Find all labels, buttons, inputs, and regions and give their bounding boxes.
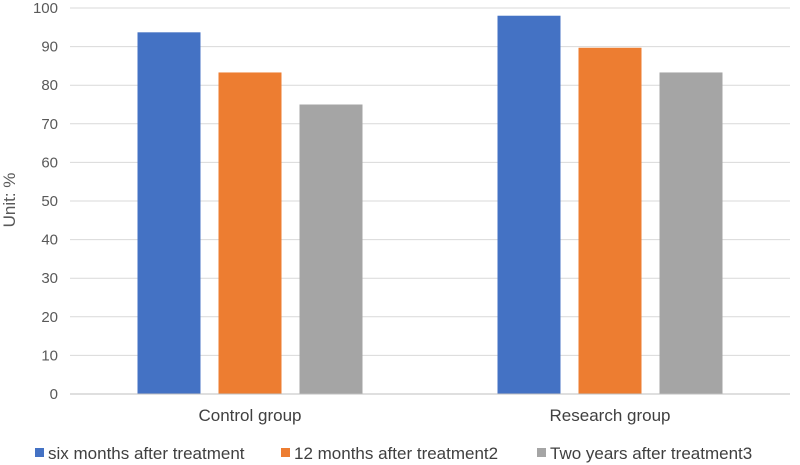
- y-tick-label: 70: [41, 116, 58, 133]
- y-tick-labels: 0 10 20 30 40 50 60 70 80 90 100: [33, 0, 58, 403]
- y-tick-label: 20: [41, 309, 58, 326]
- y-tick-label: 10: [41, 347, 58, 364]
- y-tick-label: 30: [41, 270, 58, 287]
- legend-swatch: [537, 448, 546, 457]
- legend-swatch: [35, 448, 44, 457]
- bar-1-2: [497, 15, 561, 394]
- category-label: Research group: [550, 406, 671, 425]
- category-label: Control group: [198, 406, 301, 425]
- bar-2-2: [578, 47, 642, 395]
- legend-entry: 12 months after treatment2: [294, 444, 498, 463]
- legend-swatch: [281, 448, 290, 457]
- bar-3-1: [299, 104, 363, 394]
- bar-1-1: [137, 32, 201, 395]
- y-axis-label: Unit: %: [0, 173, 19, 228]
- y-tick-label: 0: [50, 386, 58, 403]
- y-tick-label: 60: [41, 154, 58, 171]
- bars: [137, 15, 723, 395]
- bar-3-2: [659, 72, 723, 394]
- y-tick-label: 40: [41, 232, 58, 249]
- category-labels: Control group Research group: [198, 406, 670, 425]
- y-tick-label: 100: [33, 0, 58, 17]
- legend-entry: six months after treatment: [48, 444, 245, 463]
- y-tick-label: 50: [41, 193, 58, 210]
- y-tick-label: 80: [41, 77, 58, 94]
- y-tick-label: 90: [41, 39, 58, 56]
- legend: six months after treatment 12 months afte…: [35, 444, 752, 463]
- bar-2-1: [218, 72, 282, 394]
- legend-entry: Two years after treatment3: [550, 444, 752, 463]
